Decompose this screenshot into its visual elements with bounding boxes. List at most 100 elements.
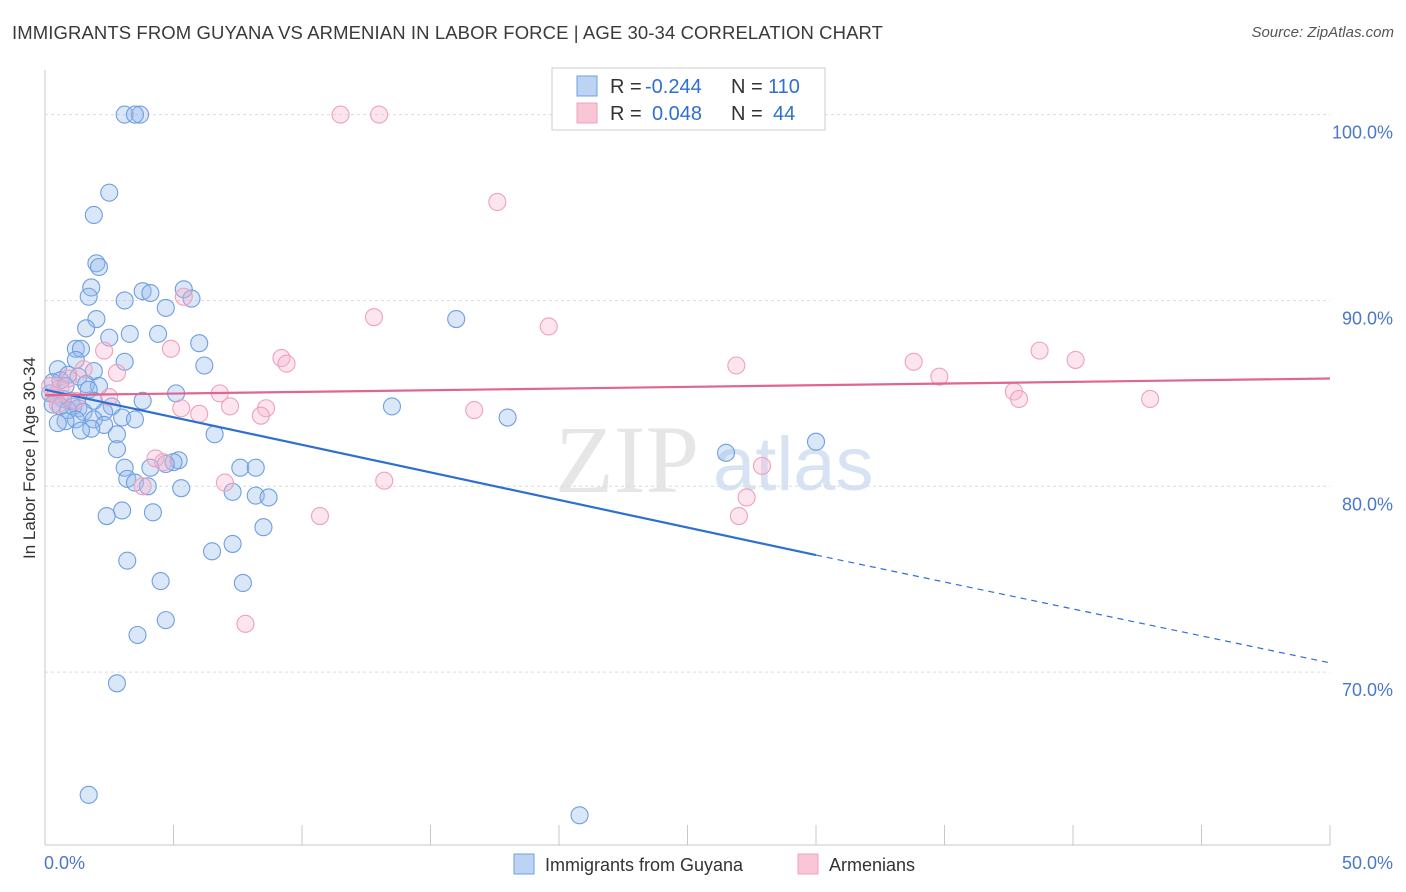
point-guyana-20 [190, 334, 209, 353]
point-armenians-38 [729, 506, 748, 526]
legend-n-label-1: N = [731, 76, 763, 98]
point-guyana-61 [133, 391, 152, 410]
point-armenians-34 [133, 477, 152, 496]
legend-swatch-pink [576, 102, 598, 124]
point-armenians-19 [190, 404, 209, 423]
x-tick-label-min: 0.0% [44, 853, 85, 873]
point-guyana-10 [141, 283, 160, 303]
point-guyana-91 [447, 309, 466, 329]
point-armenians-12 [59, 369, 78, 388]
point-guyana-74 [223, 482, 242, 501]
point-guyana-63 [115, 458, 134, 477]
point-guyana-2 [125, 105, 144, 124]
x-tick-labels: 0.0% 50.0% [44, 853, 1393, 873]
trend-line-armenians [44, 377, 1331, 397]
point-guyana-94 [716, 443, 736, 462]
point-guyana-72 [138, 477, 157, 496]
point-armenians-20 [251, 406, 270, 425]
point-guyana-14 [156, 298, 175, 317]
point-guyana-69 [246, 458, 265, 477]
legend-r-value-2: 0.048 [652, 103, 702, 125]
point-guyana-76 [259, 488, 278, 507]
point-guyana-86 [156, 611, 175, 630]
chart-title: IMMIGRANTS FROM GUYANA VS ARMENIAN IN LA… [12, 22, 884, 43]
point-armenians-11 [277, 354, 296, 373]
point-armenians-9 [107, 363, 127, 382]
legend-r-label-2: R = [610, 103, 642, 125]
y-tick-label-100: 100.0% [1332, 123, 1393, 143]
series-legend-swatch-armenians [797, 853, 819, 875]
point-guyana-90 [570, 806, 589, 825]
series-armenians-points [41, 105, 1160, 633]
point-armenians-28 [1009, 389, 1029, 409]
series-legend-label-armenians: Armenians [829, 855, 915, 875]
trend-line-guyana [44, 388, 817, 557]
point-armenians-10 [272, 349, 291, 368]
point-guyana-81 [223, 534, 242, 553]
trend-lines [44, 377, 1331, 664]
point-guyana-18 [149, 324, 168, 343]
point-armenians-33 [375, 471, 394, 490]
point-guyana-51 [125, 410, 144, 429]
point-guyana-17 [120, 324, 139, 343]
point-guyana-89 [79, 785, 98, 804]
point-guyana-82 [203, 542, 222, 561]
point-guyana-66 [156, 454, 175, 474]
point-guyana-59 [107, 425, 127, 444]
point-guyana-3 [100, 183, 119, 202]
point-guyana-4 [84, 205, 103, 225]
point-guyana-54 [56, 412, 75, 431]
legend-swatch-blue [576, 75, 598, 97]
point-guyana-83 [118, 551, 137, 570]
point-guyana-12 [182, 289, 201, 308]
point-guyana-80 [254, 518, 273, 537]
point-guyana-79 [97, 506, 116, 526]
point-guyana-16 [77, 319, 96, 338]
point-armenians-36 [752, 456, 772, 475]
point-armenians-16 [220, 397, 240, 416]
point-armenians-23 [904, 352, 923, 371]
legend-n-label-2: N = [731, 103, 763, 125]
point-armenians-32 [215, 473, 234, 492]
point-guyana-87 [128, 625, 147, 645]
point-armenians-25 [1030, 341, 1049, 360]
point-guyana-58 [71, 421, 91, 440]
series-legend-label-guyana: Immigrants from Guyana [545, 855, 744, 875]
point-armenians-5 [174, 287, 193, 306]
point-guyana-88 [107, 674, 127, 693]
point-armenians-4 [539, 317, 558, 336]
point-armenians-14 [100, 388, 119, 407]
y-tick-label-80: 80.0% [1342, 494, 1393, 514]
point-guyana-15 [87, 309, 106, 329]
y-tick-label-90: 90.0% [1342, 308, 1393, 328]
x-tick-label-max: 50.0% [1342, 853, 1393, 873]
point-guyana-1 [131, 105, 150, 124]
point-armenians-8 [74, 360, 93, 379]
point-armenians-6 [161, 339, 180, 358]
point-guyana-78 [143, 503, 162, 522]
point-armenians-1 [370, 105, 389, 124]
point-armenians-22 [727, 356, 746, 375]
point-guyana-92 [382, 397, 402, 416]
point-armenians-31 [154, 453, 173, 472]
chart-source: Source: ZipAtlas.com [1251, 24, 1394, 41]
point-guyana-13 [115, 291, 134, 310]
series-legend: Immigrants from Guyana Armenians [513, 853, 915, 875]
watermark: ZIP atlas [555, 406, 874, 513]
point-armenians-2 [488, 192, 507, 212]
point-armenians-26 [1066, 350, 1085, 369]
point-guyana-73 [172, 479, 191, 498]
series-legend-swatch-guyana [513, 853, 535, 875]
point-armenians-37 [737, 488, 756, 507]
point-guyana-84 [151, 572, 170, 591]
point-guyana-93 [498, 408, 517, 427]
point-armenians-3 [364, 308, 384, 327]
point-armenians-24 [930, 367, 949, 386]
stats-legend: R = -0.244 N = 110 R = 0.048 N = 44 [551, 67, 826, 131]
legend-r-label-1: R = [610, 76, 642, 98]
point-armenians-7 [95, 341, 114, 360]
legend-n-value-1: 110 [768, 76, 800, 98]
point-guyana-55 [48, 414, 67, 433]
